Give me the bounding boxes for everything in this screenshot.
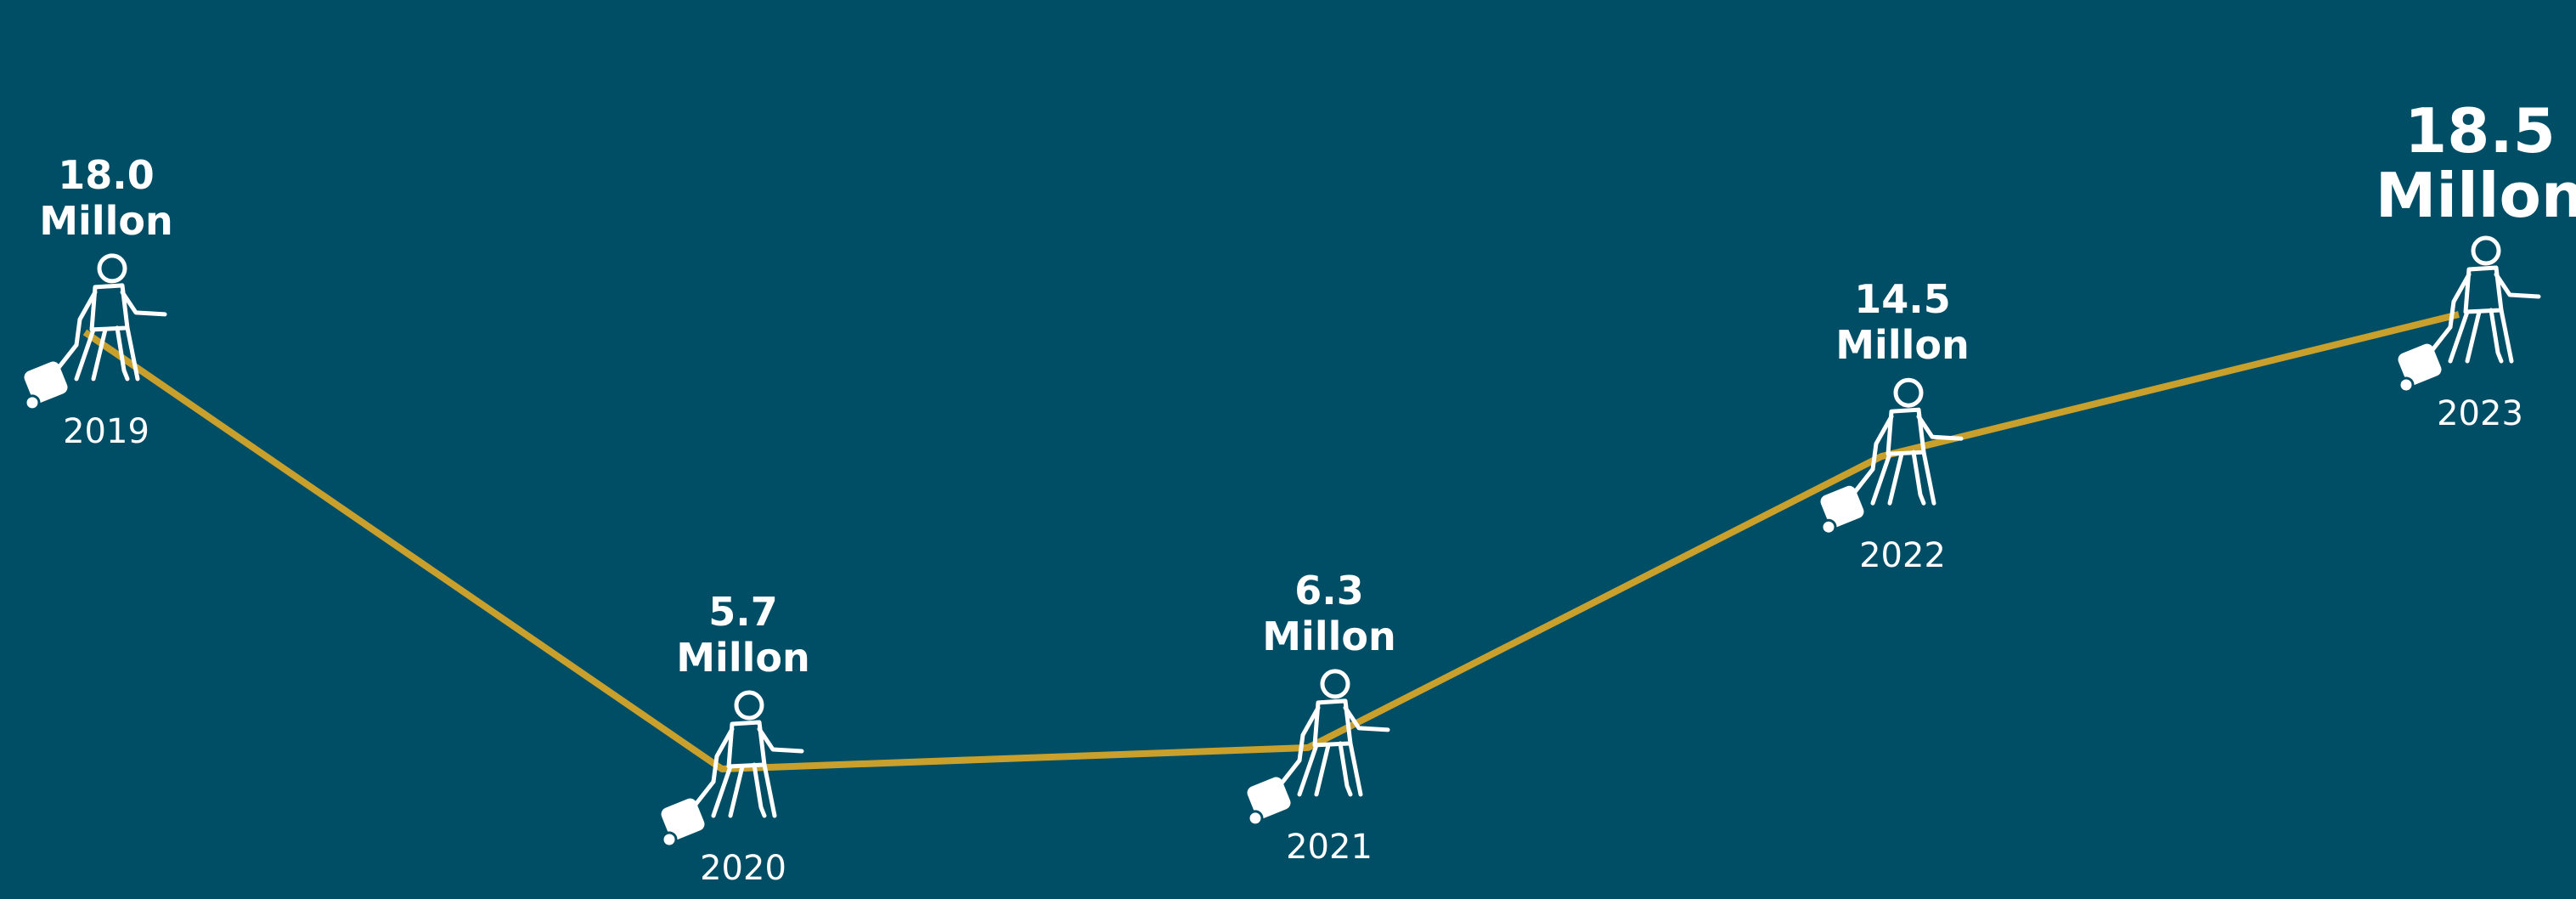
data-label-value-2020: 5.7 xyxy=(708,589,778,635)
x-tick-label-2022: 2022 xyxy=(1859,536,1946,575)
series-line-layer xyxy=(82,311,2460,772)
traveler-with-luggage-icon xyxy=(2394,238,2539,393)
data-label-unit-2023: Millon xyxy=(2376,160,2576,231)
series-line xyxy=(82,311,2460,772)
data-label-unit-2020: Millon xyxy=(676,635,809,681)
x-tick-label-2020: 2020 xyxy=(700,849,786,888)
data-label-value-2022: 14.5 xyxy=(1854,276,1951,322)
data-label-unit-2019: Millon xyxy=(39,198,172,244)
series-marks-layer: 18.0Millon20195.7Millon20206.3Millon2021… xyxy=(20,95,2576,888)
data-label-value-2023: 18.5 xyxy=(2404,95,2556,167)
data-label-value-2021: 6.3 xyxy=(1294,568,1364,613)
traveler-with-luggage-icon xyxy=(1817,380,1961,535)
traveler-with-luggage-icon xyxy=(20,256,165,411)
x-tick-label-2019: 2019 xyxy=(63,412,149,451)
x-tick-label-2023: 2023 xyxy=(2437,394,2523,433)
x-tick-label-2021: 2021 xyxy=(1286,828,1373,867)
data-label-unit-2021: Millon xyxy=(1262,613,1395,659)
data-label-value-2019: 18.0 xyxy=(58,152,155,198)
data-label-unit-2022: Millon xyxy=(1835,322,1969,368)
